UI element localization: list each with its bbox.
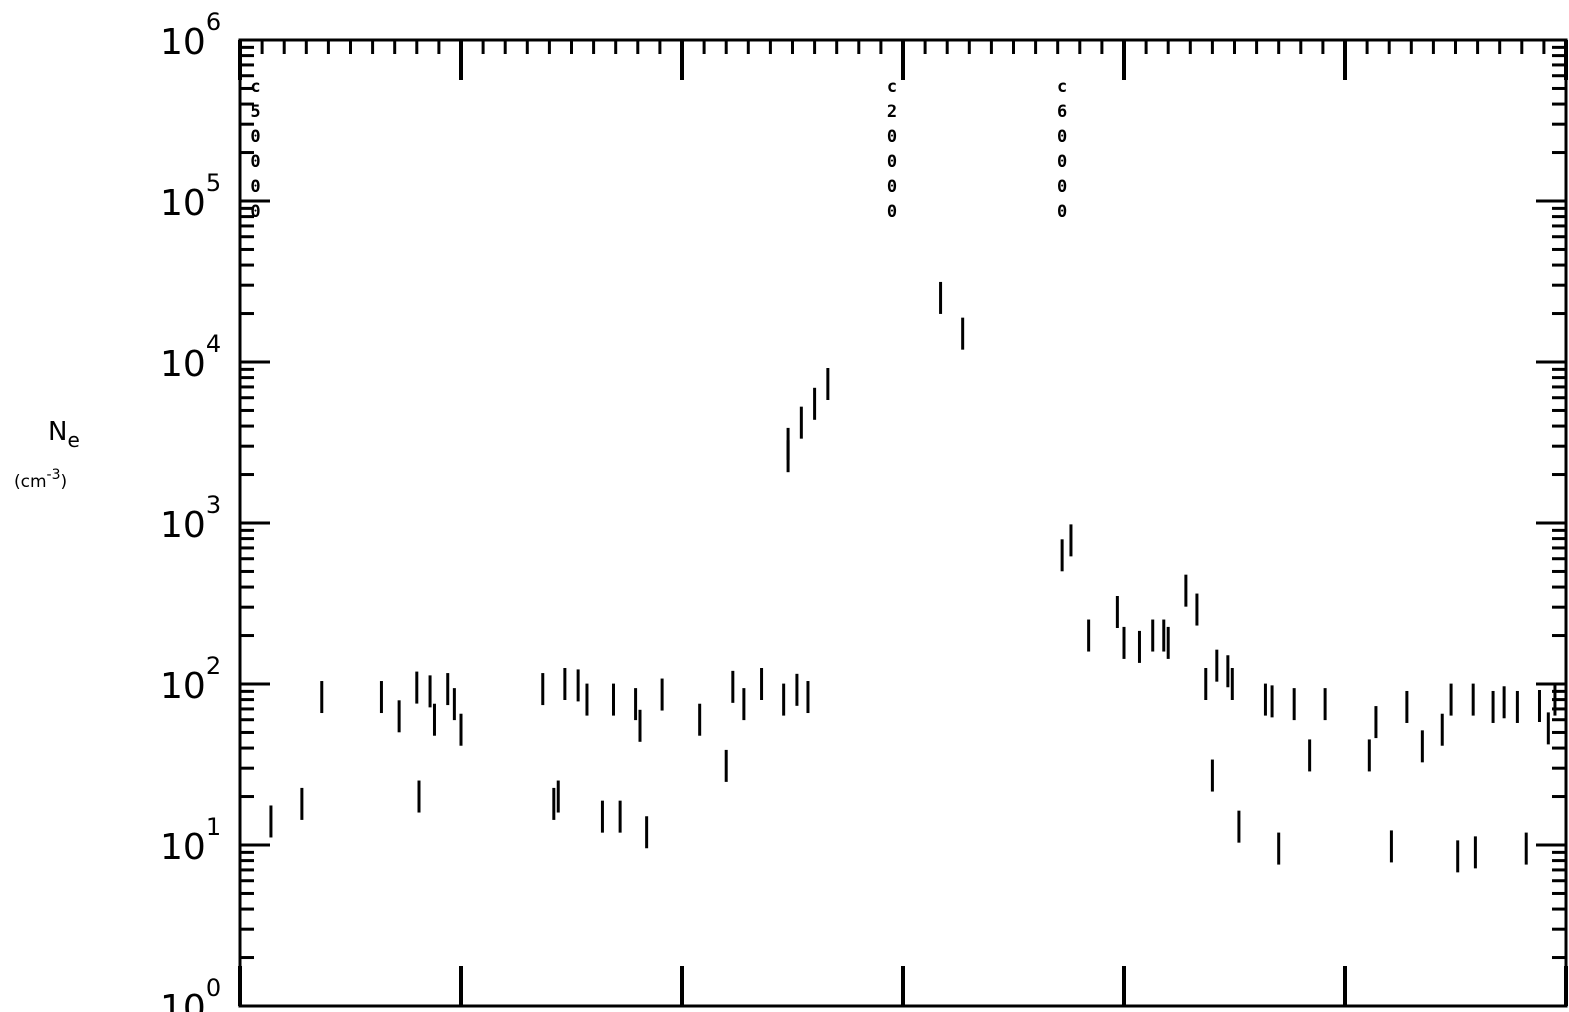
y-tick-label-exponent: 6 (206, 8, 221, 36)
annotation-char: 6 (1057, 102, 1067, 122)
y-axis-unit-close: ) (61, 472, 68, 492)
annotation-char: 0 (250, 127, 260, 147)
y-tick-label-exponent: 5 (206, 169, 221, 197)
y-tick-label-base: 10 (160, 22, 206, 63)
annotation-char: 0 (1057, 202, 1067, 222)
y-tick-label-base: 10 (160, 505, 206, 546)
y-tick-label-exponent: 1 (206, 813, 221, 841)
y-tick-label: 103 (160, 491, 221, 546)
y-tick-label-base: 10 (160, 344, 206, 385)
annotation-char: c (887, 77, 897, 97)
y-axis-unit-exponent: -3 (47, 467, 61, 483)
annotation-char: 0 (1057, 177, 1067, 197)
y-tick-label-exponent: 4 (206, 330, 221, 358)
y-axis-unit: (cm-3) (14, 467, 67, 492)
y-tick-label: 101 (160, 813, 221, 868)
annotation-char: 0 (250, 177, 260, 197)
plot-border (238, 38, 1568, 1008)
annotation-char: 0 (1057, 152, 1067, 172)
y-axis-label: Ne (48, 417, 80, 452)
y-axis-unit-main: (cm (14, 472, 47, 492)
annotation-char: 0 (887, 152, 897, 172)
y-tick-label: 100 (160, 974, 221, 1012)
annotation-char: 0 (250, 202, 260, 222)
y-tick-label: 106 (160, 8, 221, 63)
y-tick-label: 102 (160, 652, 221, 707)
annotation-char: 0 (887, 127, 897, 147)
vertical-annotation: c 6 0 0 0 0 (1057, 77, 1067, 222)
y-tick-label-exponent: 3 (206, 491, 221, 519)
y-tick-label-base: 10 (160, 827, 206, 868)
data-points (269, 281, 1557, 873)
y-tick-label: 104 (160, 330, 221, 385)
y-tick-label-base: 10 (160, 666, 206, 707)
y-tick-label: 105 (160, 169, 221, 224)
y-axis-label-sub: e (67, 428, 79, 452)
y-tick-label-base: 10 (160, 988, 206, 1012)
annotation-char: 0 (887, 177, 897, 197)
annotation-char: 0 (250, 152, 260, 172)
annotation-char: 0 (887, 202, 897, 222)
y-tick-label-exponent: 0 (206, 974, 221, 1002)
vertical-annotation: c 5 0 0 0 0 (250, 77, 260, 222)
annotations: c 5 0 0 0 0 c 2 0 0 0 0 c 6 0 0 0 0 (250, 77, 1067, 222)
y-tick-label-exponent: 2 (206, 652, 221, 680)
vertical-annotation: c 2 0 0 0 0 (887, 77, 897, 222)
y-tick-label-base: 10 (160, 183, 206, 224)
annotation-char: 2 (887, 102, 897, 122)
annotation-char: c (1057, 77, 1067, 97)
annotation-char: 5 (250, 102, 260, 122)
annotation-char: 0 (1057, 127, 1067, 147)
y-axis-label-main: N (48, 417, 67, 447)
y-axis-ticks (240, 38, 1566, 1008)
plot-frame (238, 38, 1568, 1008)
x-axis-ticks (238, 40, 1568, 1006)
annotation-char: c (250, 77, 260, 97)
